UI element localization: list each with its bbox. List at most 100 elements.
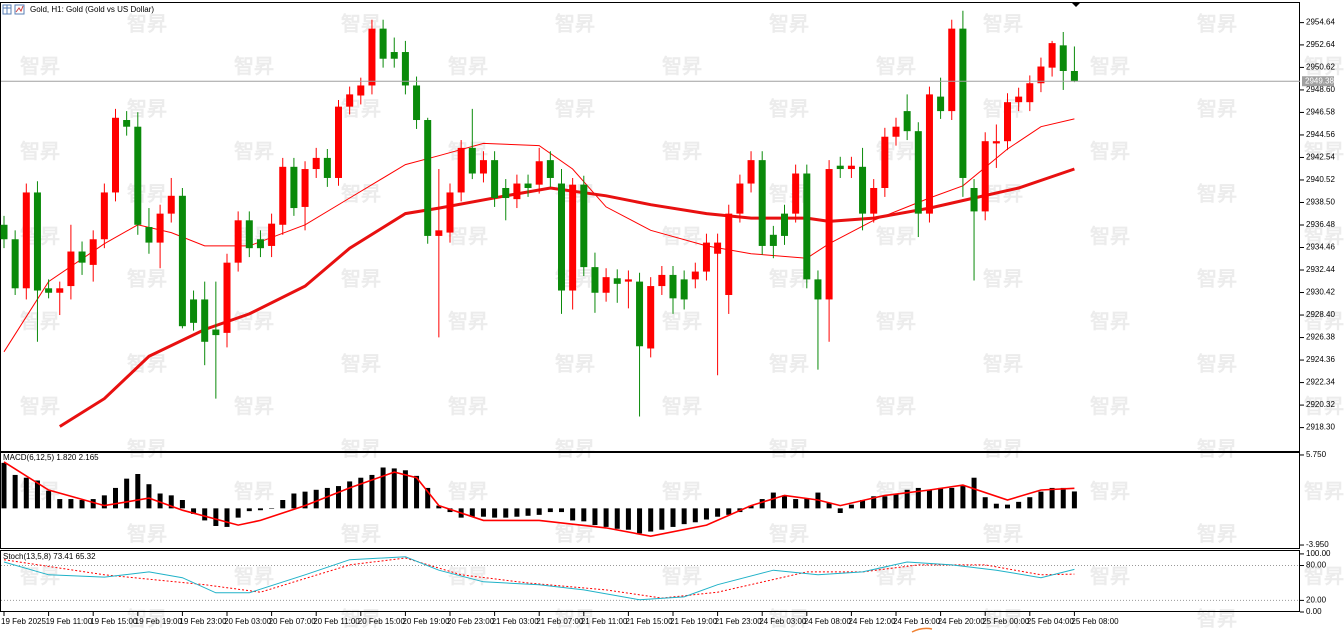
shift-marker[interactable] [1072, 3, 1080, 7]
macd-bar [503, 508, 509, 518]
macd-bar [860, 500, 866, 509]
candle-body [346, 94, 354, 107]
candle-body [669, 274, 677, 299]
macd-bar [313, 489, 319, 509]
candle-body [1048, 43, 1056, 68]
watermark: 智昇 [769, 266, 809, 290]
candle-body [479, 160, 487, 174]
watermark: 智昇 [1304, 309, 1344, 333]
candle-body [223, 262, 231, 333]
x-tick-label: 25 Feb 08:00 [1071, 617, 1119, 626]
candle-body [312, 157, 320, 170]
candle-body [803, 173, 811, 280]
macd-bar [904, 489, 910, 509]
candle-body [981, 141, 989, 212]
watermark: 智昇 [662, 224, 702, 248]
candle-body [67, 251, 75, 287]
macd-bar [113, 487, 118, 509]
candle-body [658, 274, 666, 287]
candle-body [491, 160, 499, 199]
watermark: 智昇 [341, 521, 381, 545]
watermark: 智昇 [769, 436, 809, 460]
watermark: 智昇 [448, 139, 488, 163]
candle-body [959, 28, 967, 178]
candle-body [814, 279, 822, 300]
y-tick-label: -3.950 [1306, 540, 1329, 549]
candle-body [747, 160, 755, 184]
candle-body [914, 131, 922, 214]
watermark: 智昇 [662, 564, 702, 588]
candle-body [792, 173, 800, 214]
candle-body [245, 220, 253, 249]
candle-body [546, 160, 554, 178]
candle-body [134, 126, 142, 225]
candle-body [323, 157, 331, 178]
y-tick-label: 100.00 [1306, 549, 1331, 558]
y-tick-label: 2930.42 [1306, 288, 1335, 297]
y-tick-label: 20.00 [1306, 595, 1327, 604]
macd-bar [168, 495, 174, 509]
candle-body [881, 136, 889, 188]
macd-bar [23, 477, 29, 509]
watermark: 智昇 [555, 351, 595, 375]
macd-bar [492, 508, 498, 518]
macd-bar [692, 508, 698, 523]
watermark: 智昇 [127, 606, 167, 630]
watermark: 智昇 [20, 309, 60, 333]
macd-bar [748, 505, 754, 509]
candle-body [190, 299, 198, 323]
candle-body [569, 184, 577, 291]
x-tick-label: 21 Feb 23:00 [715, 617, 763, 626]
indicator-line [3, 557, 1075, 599]
indicator-line [3, 461, 1075, 538]
macd-bar [770, 492, 776, 509]
macd-bar [246, 508, 252, 512]
watermark: 智昇 [555, 11, 595, 35]
candle-body [925, 94, 933, 214]
macd-bar [425, 487, 431, 509]
macd-bar [625, 508, 631, 530]
x-tick-label: 24 Feb 16:00 [893, 617, 941, 626]
macd-bar [469, 508, 475, 517]
candle-body [535, 161, 543, 185]
watermark: 智昇 [448, 224, 488, 248]
watermark: 智昇 [876, 309, 916, 333]
candle-body [390, 52, 398, 59]
y-tick-label: 2942.54 [1306, 153, 1335, 162]
watermark: 智昇 [983, 436, 1023, 460]
watermark: 智昇 [1197, 351, 1237, 375]
x-tick-label: 21 Feb 15:00 [625, 617, 673, 626]
watermark: 智昇 [127, 96, 167, 120]
candle-body [937, 96, 945, 112]
x-tick-label: 19 Feb 15:00 [90, 617, 138, 626]
macd-bar [1060, 487, 1066, 509]
candle-body [33, 192, 41, 291]
macd-bar [1016, 501, 1022, 509]
watermark: 智昇 [127, 11, 167, 35]
macd-bar [570, 508, 576, 521]
candle-body [112, 117, 119, 193]
watermark: 智昇 [983, 351, 1023, 375]
x-tick-label: 19 Feb 19:00 [135, 617, 183, 626]
candle-body [301, 169, 309, 207]
macd-bar [324, 487, 330, 509]
watermark: 智昇 [448, 309, 488, 333]
y-tick-label: 2946.58 [1306, 108, 1335, 117]
macd-bar [592, 508, 598, 526]
y-tick-label: 2918.30 [1306, 423, 1335, 432]
candle-body [948, 28, 956, 112]
candle-body [859, 166, 867, 214]
macd-bar [882, 496, 888, 509]
candle-body [45, 288, 53, 293]
watermark: 智昇 [341, 436, 381, 460]
watermark: 智昇 [234, 54, 274, 78]
candle-body [1059, 45, 1067, 71]
macd-bar [1, 462, 7, 509]
x-tick-label: 20 Feb 07:00 [269, 617, 317, 626]
watermark: 智昇 [983, 521, 1023, 545]
indicator-line [3, 556, 1075, 601]
candle-body [1004, 102, 1011, 142]
